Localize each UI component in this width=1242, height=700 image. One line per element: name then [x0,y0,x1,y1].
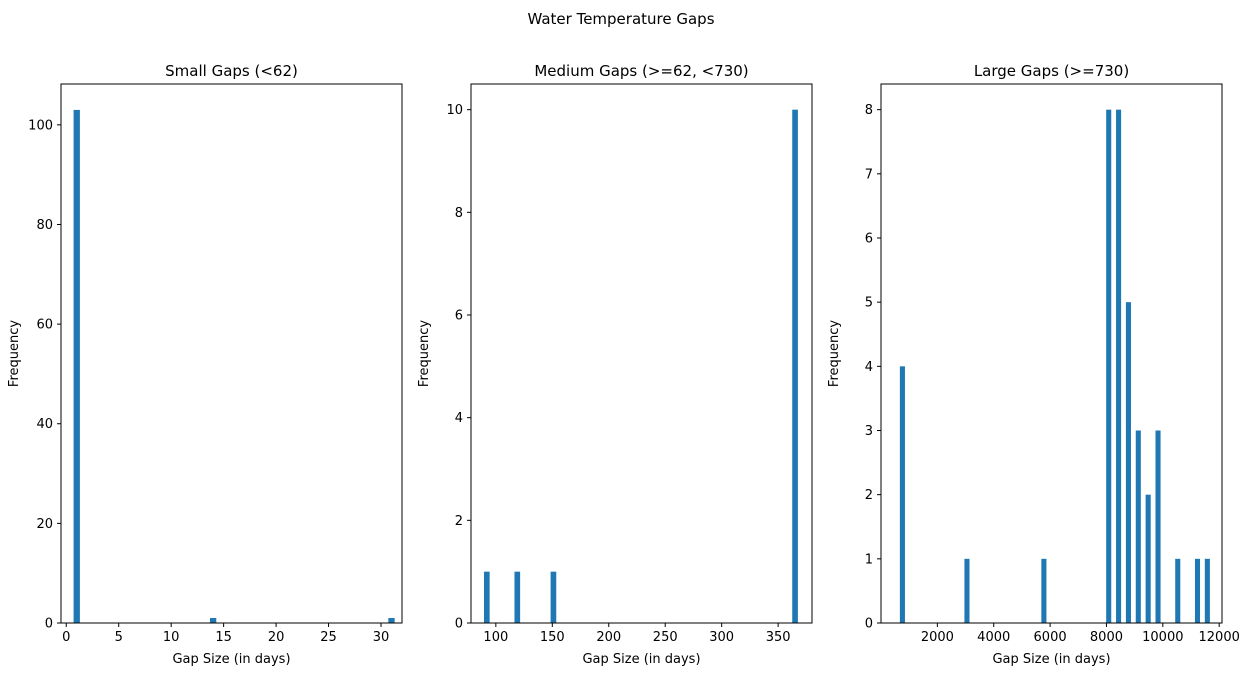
panel-3-bar [1135,430,1141,623]
panel-3-bar [1106,109,1112,624]
panel-2-y-tick-label: 2 [455,514,463,529]
panel-3-y-tick-label: 3 [865,424,873,439]
panel-3-y-tick-label: 8 [865,103,873,118]
panel-2-y-tick-label: 10 [446,103,463,118]
panel-2-y-tick-label: 6 [455,309,463,324]
panel-2-title: Medium Gaps (>=62, <730) [534,62,748,80]
panel-3-x-axis-label: Gap Size (in days) [992,652,1110,667]
panel-3-bar [899,366,905,623]
panel-3-y-tick-label: 5 [865,296,873,311]
panel-2-y-tick-label: 4 [455,411,463,426]
panel-1-y-axis-label: Frequency [7,320,22,387]
panel-2-bar [792,109,798,624]
panel-2-bar [550,571,557,623]
figure-title: Water Temperature Gaps [527,10,715,28]
panel-3-x-tick-label: 12000 [1199,630,1240,645]
panel-3-y-tick-label: 4 [865,360,873,375]
panel-2-x-tick-label: 200 [596,630,621,645]
panel-3-x-tick-label: 10000 [1142,630,1183,645]
panel-1-y-tick-label: 60 [36,318,53,333]
panel-1-x-tick-label: 15 [215,630,232,645]
panel-3-y-tick-label: 2 [865,488,873,503]
panel-2-x-tick-label: 250 [653,630,678,645]
panel-2-axes-frame [470,83,813,624]
panel-1-x-tick-label: 25 [320,630,337,645]
panel-1-x-tick-label: 0 [62,630,70,645]
panel-1-x-tick-label: 30 [373,630,390,645]
panel-3-bar [964,558,970,623]
panel-2-x-tick-label: 150 [540,630,565,645]
panel-2-bar [483,571,490,623]
panel-3-y-tick-label: 7 [865,167,873,182]
panel-1-x-tick-label: 5 [115,630,123,645]
panel-1-y-tick-label: 80 [36,218,53,233]
panel-1-x-tick-label: 20 [268,630,285,645]
panel-3-bar [1041,558,1047,623]
panel-2-y-tick-label: 8 [455,206,463,221]
panel-3-bar [1116,109,1122,624]
panel-3-bar [1175,558,1181,623]
panel-1-bar [73,109,80,623]
panel-2-x-axis-label: Gap Size (in days) [582,652,700,667]
panel-3-y-tick-label: 0 [865,617,873,632]
panel-3-bar [1125,302,1131,623]
panel-1-axes-frame [60,83,403,624]
panel-1-title: Small Gaps (<62) [165,62,298,80]
panel-1-y-tick-label: 20 [36,517,53,532]
panel-2-x-tick-label: 300 [709,630,734,645]
panel-2-bar [514,571,521,623]
panel-1-bar [209,618,217,623]
panel-1-bar [388,618,395,623]
panel-3-x-tick-label: 4000 [977,630,1010,645]
panel-2-y-axis-label: Frequency [417,320,432,387]
panel-3-axes-frame [880,83,1223,624]
panel-2-x-tick-label: 100 [483,630,508,645]
panel-3-bar [1155,430,1161,623]
panel-3-x-tick-label: 6000 [1034,630,1067,645]
panel-1-x-axis-label: Gap Size (in days) [172,652,290,667]
panel-3-bar [1204,558,1210,623]
panel-3-x-tick-label: 2000 [921,630,954,645]
panel-3-bar [1145,494,1151,623]
panel-3-y-tick-label: 6 [865,232,873,247]
panel-3-x-tick-label: 8000 [1090,630,1123,645]
panel-2-x-tick-label: 350 [766,630,791,645]
panel-3-title: Large Gaps (>=730) [974,62,1129,80]
panel-3-y-tick-label: 1 [865,552,873,567]
panel-3-bar [1194,558,1201,623]
panel-1-y-tick-label: 100 [28,118,53,133]
panel-2-y-tick-label: 0 [455,617,463,632]
panel-3-y-axis-label: Frequency [827,320,842,387]
panel-1-x-tick-label: 10 [163,630,180,645]
panel-1-y-tick-label: 40 [36,417,53,432]
panel-1-y-tick-label: 0 [45,617,53,632]
